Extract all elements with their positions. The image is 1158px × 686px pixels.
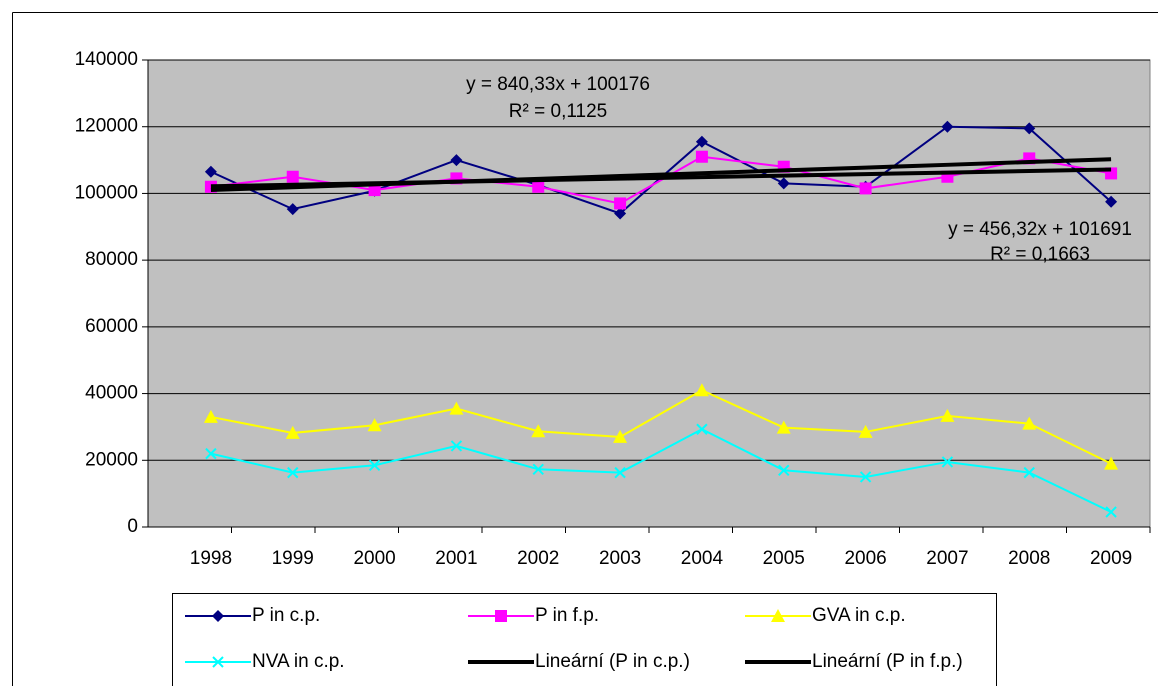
marker (1023, 122, 1036, 135)
marker (212, 610, 224, 622)
marker (204, 165, 217, 178)
marker (203, 409, 218, 423)
marker (532, 463, 544, 475)
x-tick-label: 2001 (435, 548, 477, 569)
marker (777, 177, 790, 190)
marker (614, 207, 627, 220)
y-tick-label: 20000 (85, 449, 138, 470)
x-tick-label: 2006 (844, 548, 886, 569)
marker (695, 150, 708, 163)
marker (1022, 416, 1037, 430)
x-tick-label: 2005 (763, 548, 805, 569)
marker (531, 424, 546, 438)
marker (285, 425, 300, 439)
marker (859, 471, 872, 483)
x-tick-label: 2008 (1008, 548, 1050, 569)
series-line (210, 428, 1112, 513)
marker (286, 170, 299, 183)
series-line (210, 389, 1112, 465)
marker (450, 440, 463, 452)
legend (172, 593, 997, 686)
annotation: y = 840,33x + 100176 (466, 74, 650, 95)
x-tick-label: 2009 (1090, 548, 1132, 569)
annotation: y = 456,32x + 101691 (948, 219, 1132, 240)
x-tick-label: 2004 (681, 548, 724, 569)
legend-label: NVA in c.p. (252, 651, 345, 672)
marker (367, 418, 382, 432)
y-tick-label: 140000 (75, 49, 138, 70)
marker (941, 456, 954, 468)
marker (778, 464, 790, 477)
x-tick-label: 2002 (517, 548, 559, 569)
marker (449, 401, 464, 415)
trend-line (210, 167, 1112, 189)
x-tick-label: 2007 (926, 548, 968, 569)
marker (613, 429, 628, 443)
marker (941, 120, 954, 133)
marker (495, 610, 507, 622)
marker (450, 154, 463, 167)
marker (614, 466, 626, 479)
marker (695, 135, 708, 148)
legend-label: P in f.p. (535, 605, 599, 626)
marker (1023, 466, 1035, 479)
x-tick-label: 1999 (272, 548, 314, 569)
y-tick-label: 0 (127, 516, 138, 537)
marker (287, 466, 299, 479)
x-tick-label: 2003 (599, 548, 641, 569)
legend-label: Lineární (P in c.p.) (535, 651, 690, 672)
annotation: R² = 0,1663 (990, 244, 1090, 265)
x-tick-label: 1998 (190, 548, 232, 569)
legend-label: P in c.p. (252, 605, 320, 626)
marker (1105, 506, 1117, 518)
legend-label: GVA in c.p. (812, 605, 906, 626)
x-tick-label: 2000 (353, 548, 395, 569)
marker (940, 408, 955, 422)
marker (776, 420, 791, 434)
marker (614, 197, 627, 210)
annotation: R² = 0,1125 (509, 101, 607, 122)
y-tick-label: 60000 (85, 316, 138, 337)
marker (1105, 195, 1118, 208)
marker (696, 423, 708, 435)
marker (368, 459, 381, 471)
y-tick-label: 80000 (85, 249, 138, 270)
y-tick-label: 120000 (75, 116, 138, 137)
marker (859, 182, 872, 195)
marker (286, 203, 299, 216)
marker (205, 447, 217, 460)
marker (368, 184, 381, 197)
marker (771, 609, 785, 622)
y-tick-label: 40000 (85, 383, 138, 404)
marker (694, 383, 709, 397)
y-tick-label: 100000 (75, 182, 138, 203)
marker (858, 424, 873, 438)
marker (1104, 456, 1119, 470)
marker (532, 180, 545, 193)
marker (212, 656, 224, 668)
legend-label: Lineární (P in f.p.) (812, 651, 963, 672)
